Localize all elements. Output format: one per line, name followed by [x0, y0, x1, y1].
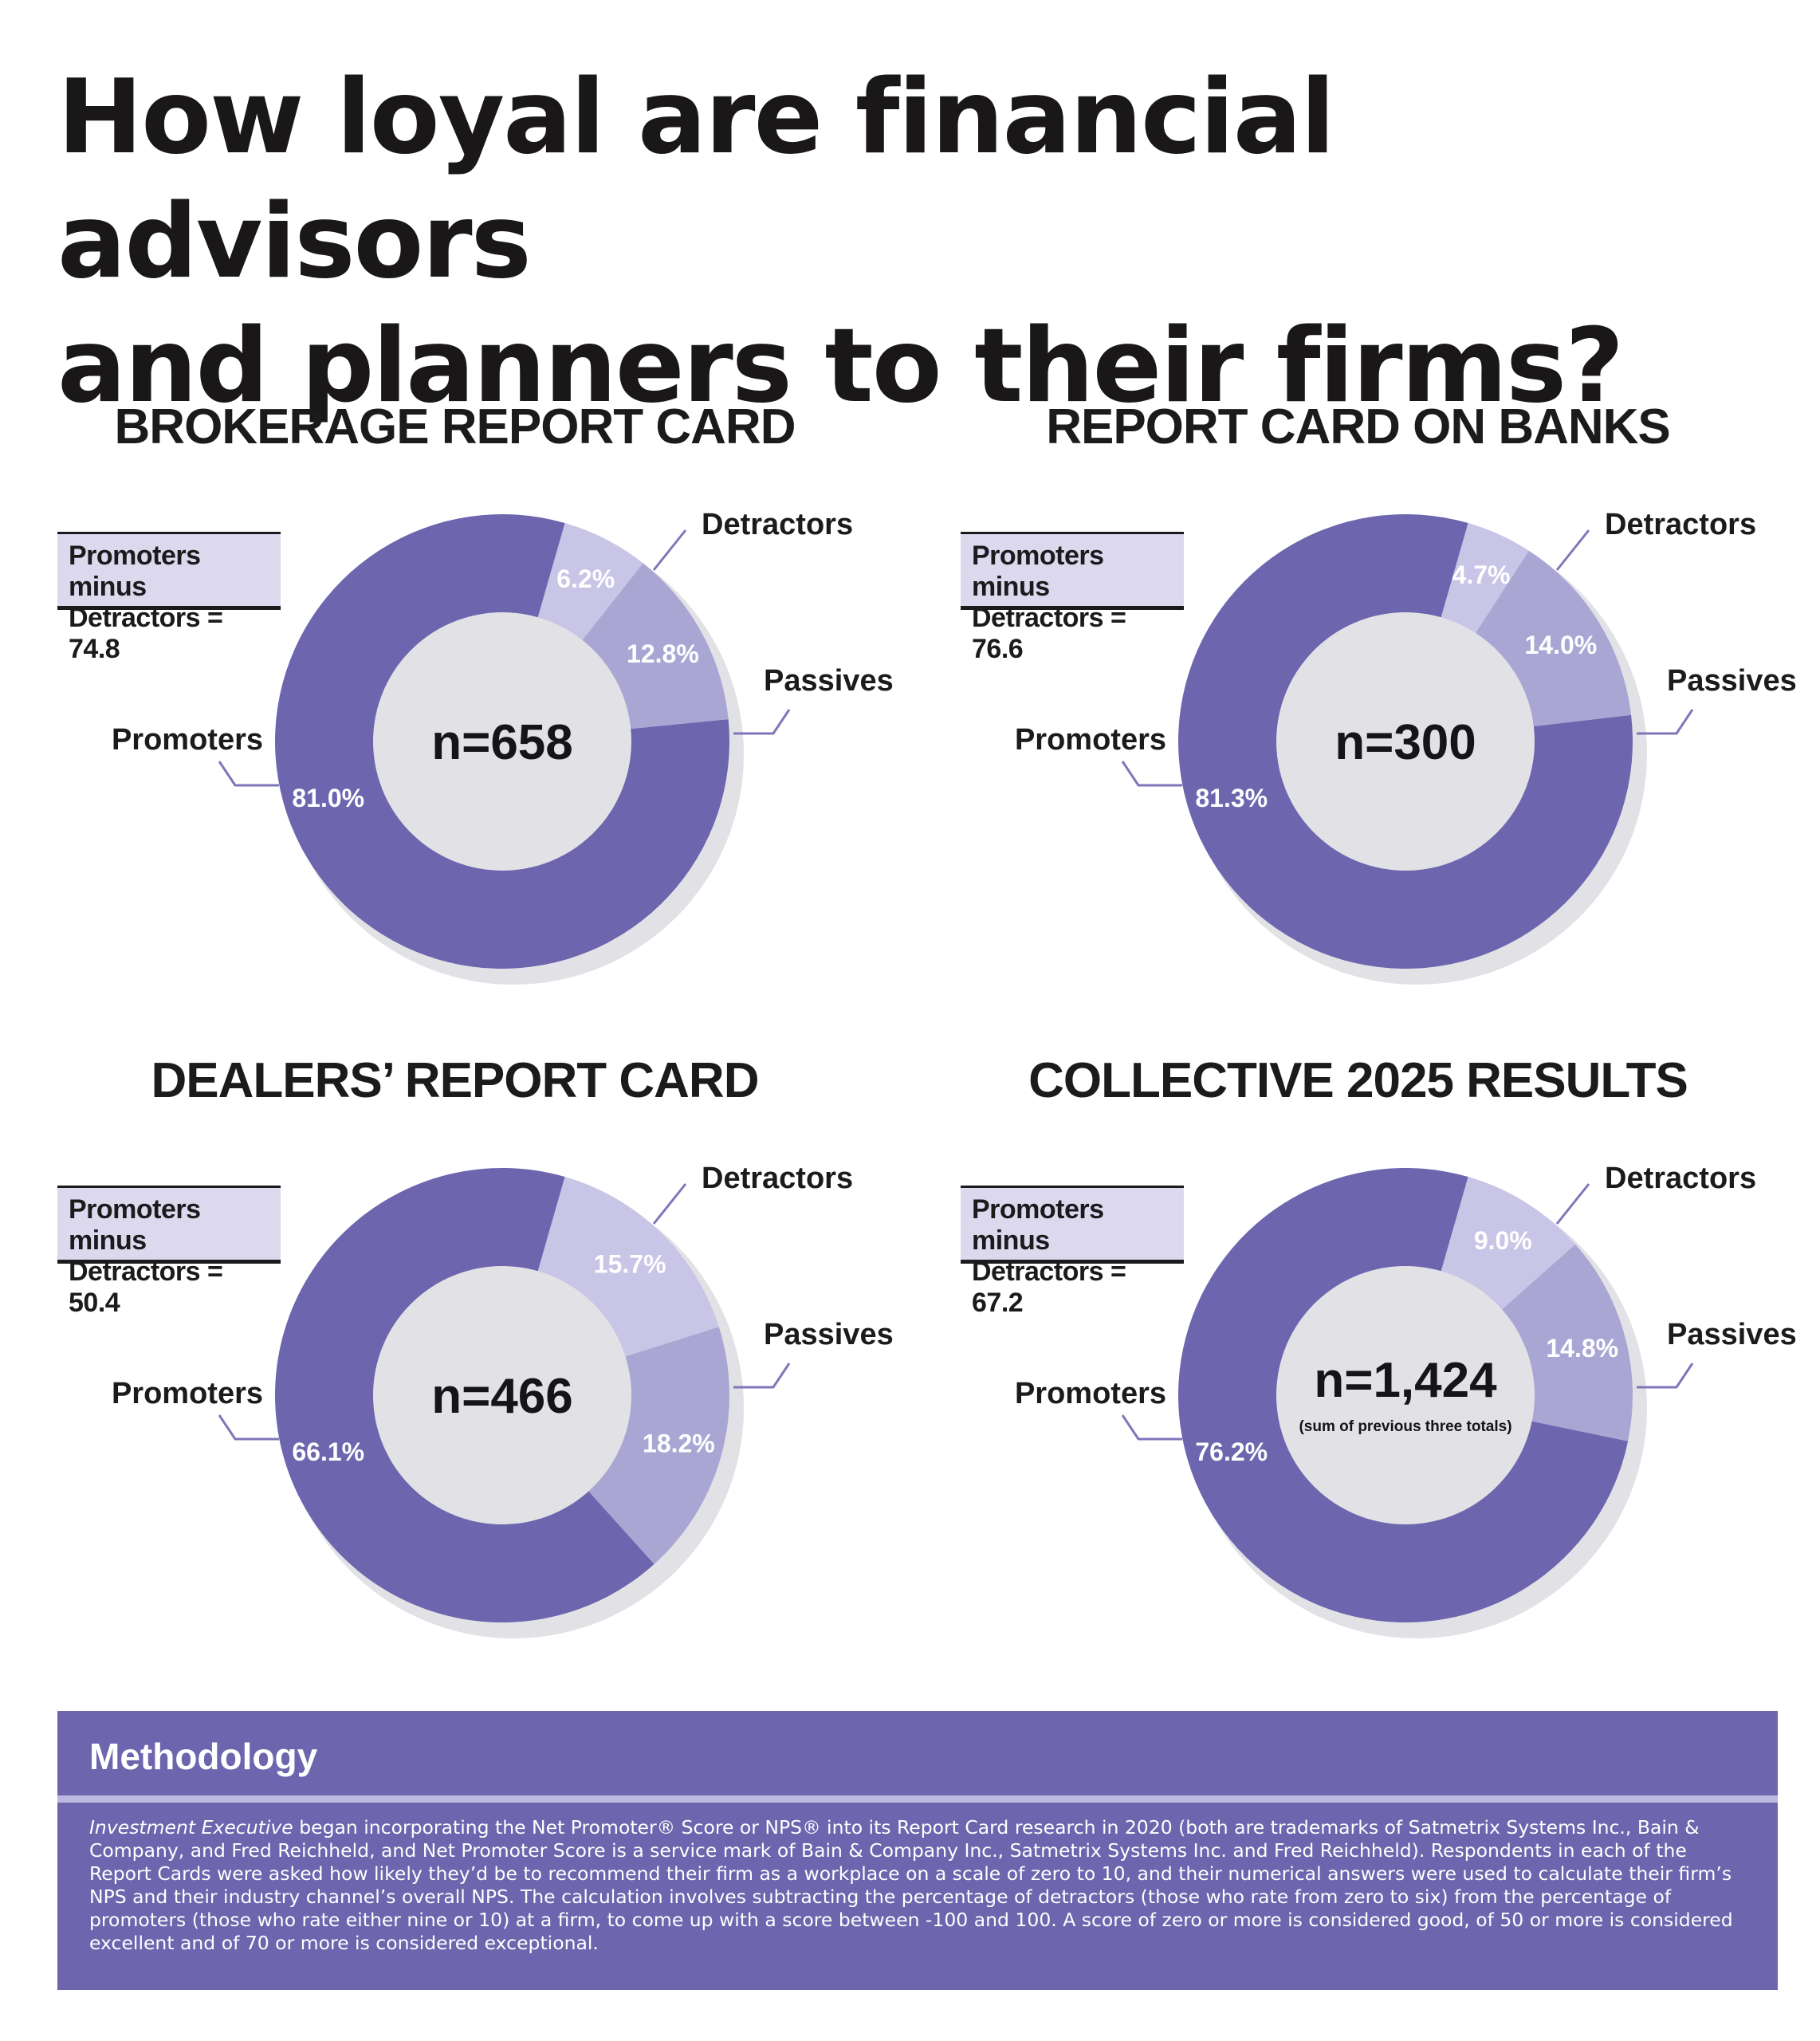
leader-line-detractors: [1555, 1183, 1590, 1225]
callout-detractors: Detractors: [702, 1162, 853, 1195]
callout-passives: Passives: [1667, 664, 1797, 698]
leader-line-promoters: [218, 761, 279, 787]
nps-score-box: Promoters minus Detractors = 50.4: [57, 1186, 281, 1318]
slice-passives: [588, 1327, 730, 1564]
leader-line-passives: [1637, 1363, 1694, 1389]
chart-panel-brokerage: BROKERAGE REPORT CARD Promoters minus De…: [0, 399, 910, 1052]
nps-label-line-1: Promoters minus: [972, 541, 1104, 602]
slice-detractors: [537, 523, 643, 640]
leader-line-promoters: [1121, 1414, 1182, 1441]
page-title-line-1: How loyal are financial advisors: [57, 58, 1335, 301]
methodology-text: Investment Executive began incorporating…: [89, 1816, 1743, 1955]
callout-promoters: Promoters: [1015, 1377, 1166, 1410]
nps-label-line-1: Promoters minus: [69, 1194, 201, 1256]
donut-chart: 4.7% 14.0% 81.3% n=300 Detractors Passives Pro…: [1015, 508, 1797, 985]
slice-promoters: [275, 1168, 654, 1622]
leader-line-passives: [733, 1363, 791, 1389]
slice-label-promoters: 66.1%: [292, 1437, 364, 1466]
methodology-body: began incorporating the Net Promoter® Sc…: [89, 1816, 1733, 1954]
callout-passives: Passives: [764, 664, 894, 698]
nps-score-box: Promoters minus Detractors = 74.8: [57, 532, 281, 664]
chart-title: BROKERAGE REPORT CARD: [114, 399, 796, 454]
methodology-divider: [57, 1795, 1778, 1803]
leader-line-passives: [1637, 709, 1694, 735]
page-title-line-2: and planners to their firms?: [57, 307, 1624, 426]
nps-label-line-2: Detractors = 50.4: [69, 1256, 223, 1318]
chart-title: COLLECTIVE 2025 RESULTS: [1028, 1053, 1688, 1108]
sample-size-label: n=658: [431, 715, 573, 770]
slice-label-detractors: 9.0%: [1474, 1226, 1532, 1255]
slice-detractors: [1441, 523, 1529, 634]
slice-label-passives: 14.0%: [1525, 631, 1598, 659]
chart-panel-collective: COLLECTIVE 2025 RESULTS Promoters minus …: [903, 1052, 1813, 1706]
page-title: How loyal are financial advisors and pla…: [57, 56, 1771, 429]
slice-label-promoters: 76.2%: [1195, 1437, 1268, 1466]
sample-size-note: (sum of previous three totals): [1299, 1418, 1511, 1435]
chart-panel-dealers: DEALERS’ REPORT CARD Promoters minus Det…: [0, 1052, 910, 1706]
leader-line-promoters: [1121, 761, 1182, 787]
leader-line-passives: [733, 709, 791, 735]
slice-label-promoters: 81.3%: [1195, 784, 1268, 812]
chart-title: REPORT CARD ON BANKS: [1046, 399, 1671, 454]
donut-chart: 6.2% 12.8% 81.0% n=658 Detractors Passives Pro…: [112, 508, 894, 985]
nps-score-box: Promoters minus Detractors = 67.2: [961, 1186, 1184, 1318]
slice-promoters: [275, 514, 730, 969]
callout-promoters: Promoters: [112, 1377, 263, 1410]
callout-detractors: Detractors: [1605, 508, 1756, 541]
donut-chart: 15.7% 18.2% 66.1% n=466 Detractors Passives Pr…: [112, 1162, 894, 1638]
slice-label-passives: 14.8%: [1546, 1334, 1618, 1363]
leader-line-promoters: [218, 1414, 279, 1441]
callout-passives: Passives: [764, 1318, 894, 1351]
nps-label-line-1: Promoters minus: [972, 1194, 1104, 1256]
slice-detractors: [537, 1177, 719, 1357]
slice-promoters: [1178, 514, 1633, 969]
slice-label-detractors: 4.7%: [1452, 560, 1511, 589]
slice-label-passives: 18.2%: [643, 1429, 715, 1457]
nps-score-box: Promoters minus Detractors = 76.6: [961, 532, 1184, 664]
leader-line-detractors: [1555, 529, 1590, 571]
slice-label-promoters: 81.0%: [292, 784, 364, 812]
nps-label-line-1: Promoters minus: [69, 541, 201, 602]
callout-promoters: Promoters: [112, 723, 263, 757]
methodology-heading: Methodology: [89, 1736, 318, 1777]
sample-size-label: n=300: [1335, 715, 1476, 770]
slice-passives: [582, 563, 729, 729]
leader-line-detractors: [652, 529, 687, 571]
nps-label-line-2: Detractors = 74.8: [69, 603, 223, 664]
sample-size-label: n=466: [431, 1369, 573, 1424]
callout-promoters: Promoters: [1015, 723, 1166, 757]
publication-name: Investment Executive: [89, 1816, 293, 1838]
donut-chart: 9.0% 14.8% 76.2% n=1,424 (sum of previous th…: [1015, 1162, 1797, 1638]
callout-detractors: Detractors: [1605, 1162, 1756, 1195]
nps-label-line-2: Detractors = 76.6: [972, 603, 1126, 664]
slice-detractors: [1441, 1177, 1576, 1310]
leader-line-detractors: [652, 1183, 687, 1225]
sample-size-label: n=1,424: [1314, 1353, 1497, 1408]
methodology-box: Methodology Investment Executive began i…: [57, 1711, 1778, 1990]
slice-label-passives: 12.8%: [627, 639, 699, 668]
slice-label-detractors: 15.7%: [594, 1250, 666, 1279]
slice-passives: [1502, 1244, 1633, 1441]
slice-promoters: [1178, 1168, 1629, 1622]
nps-label-line-2: Detractors = 67.2: [972, 1256, 1126, 1318]
chart-panel-banks: REPORT CARD ON BANKS Promoters minus Det…: [903, 399, 1813, 1052]
slice-label-detractors: 6.2%: [556, 564, 615, 593]
slice-passives: [1476, 550, 1632, 727]
chart-title: DEALERS’ REPORT CARD: [151, 1053, 760, 1108]
callout-passives: Passives: [1667, 1318, 1797, 1351]
callout-detractors: Detractors: [702, 508, 853, 541]
